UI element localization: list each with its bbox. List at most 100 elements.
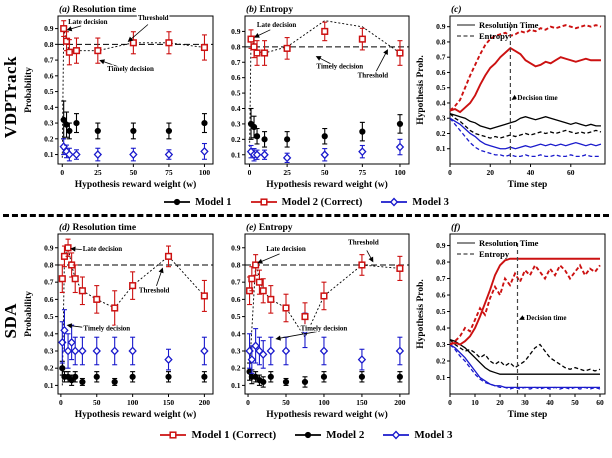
svg-text:150: 150 [163, 398, 175, 407]
square-marker-icon [94, 47, 102, 55]
row-label-text: VDPTrack [1, 55, 20, 139]
series-model-1-correct-resolution-time [449, 257, 600, 346]
circle-marker-icon [359, 128, 366, 135]
circle-marker-icon [59, 365, 66, 372]
diamond-marker-icon [164, 150, 174, 160]
diamond-marker-icon [92, 346, 101, 356]
square-marker-icon [160, 431, 187, 439]
square-marker-icon [396, 49, 404, 57]
diamond-marker-icon [319, 346, 329, 356]
svg-text:0.3: 0.3 [436, 114, 446, 123]
square-marker-icon [200, 292, 208, 300]
diamond-marker-icon [200, 346, 209, 356]
svg-text:Timely decision: Timely decision [107, 65, 154, 73]
square-marker-icon [64, 244, 72, 252]
svg-text:40: 40 [546, 398, 554, 407]
svg-text:0.3: 0.3 [231, 346, 241, 355]
square-marker-icon [396, 264, 404, 272]
square-marker-icon [247, 35, 255, 43]
chart-c-hypothesis-prob-timeseries: 0 20 40 60 0.1 0.2 0.3 0.4 0.5 0.6 0.7 0.8 0.9 Time s… [414, 2, 610, 192]
circle-marker-icon [111, 378, 118, 386]
svg-text:Decision time: Decision time [517, 94, 557, 102]
diamond-marker-icon [247, 355, 257, 365]
square-marker-icon [358, 261, 366, 269]
svg-text:150: 150 [356, 398, 368, 407]
square-marker-icon [301, 313, 309, 321]
svg-text:20: 20 [496, 398, 504, 407]
diamond-marker-icon [164, 355, 173, 365]
legend-item-model-1-correct: Model 1 (Correct) [159, 429, 276, 441]
svg-text:0.9: 0.9 [44, 24, 54, 33]
legend-row-bottom: Model 1 (Correct) Model 2 Model 3 [0, 422, 612, 448]
circle-marker-icon [165, 127, 173, 135]
svg-text:0.6: 0.6 [44, 71, 54, 80]
legend-label: Model 2 [326, 429, 365, 441]
svg-text:0.2: 0.2 [436, 129, 446, 138]
diamond-marker-icon [395, 142, 405, 152]
diamond-marker-icon [65, 150, 74, 160]
chart-f-svg: 0 10 20 30 40 50 60 0.1 0.2 0.3 0.4 0.5 0.6 0.7 0.8 0.9… [416, 222, 606, 420]
circle-marker-icon [261, 136, 268, 143]
circle-marker-icon [282, 378, 290, 386]
diamond-marker-icon [266, 346, 276, 356]
svg-text:60: 60 [596, 398, 604, 407]
diamond-marker-icon [71, 346, 80, 356]
square-marker-icon [111, 304, 119, 312]
series-model-2 [59, 360, 208, 386]
circle-marker-icon [301, 378, 309, 386]
svg-text:50: 50 [571, 398, 579, 407]
circle-marker-icon [396, 373, 403, 380]
sda-row: SDA 0 50 100 150 200 0.1 0.2 0.3 0.4 0.5 0.6 0.7 0.8… [0, 220, 612, 422]
circle-marker-icon [79, 378, 86, 386]
svg-text:100: 100 [318, 398, 330, 407]
svg-text:Time step: Time step [508, 410, 548, 420]
diamond-marker-icon [63, 346, 73, 356]
square-marker-icon [252, 261, 260, 269]
square-marker-icon [164, 252, 173, 260]
svg-text:Timely decision: Timely decision [83, 324, 130, 332]
svg-text:Threshold: Threshold [138, 14, 169, 22]
diamond-marker-icon [251, 341, 260, 351]
square-marker-icon [250, 43, 258, 51]
svg-text:0.1: 0.1 [44, 150, 54, 159]
svg-text:(f): (f) [451, 222, 461, 233]
svg-text:Hypothesis reward weight (w): Hypothesis reward weight (w) [75, 409, 196, 420]
svg-text:Probability: Probability [24, 291, 34, 337]
circle-marker-icon [66, 127, 73, 135]
svg-text:0.4: 0.4 [231, 329, 241, 338]
legend-label: Model 2 (Correct) [281, 196, 363, 208]
square-marker-icon [320, 292, 328, 300]
row-label-text: SDA [1, 303, 20, 339]
series-model-3-resolution-time [449, 117, 602, 150]
series-model-3 [59, 138, 209, 162]
circle-marker-icon [267, 373, 274, 380]
circle-marker-icon [396, 120, 404, 128]
svg-text:50: 50 [93, 398, 101, 407]
svg-text:0.9: 0.9 [436, 241, 446, 250]
plot-frame [57, 233, 214, 395]
circle-marker-icon [358, 373, 366, 380]
svg-text:0: 0 [448, 398, 452, 407]
square-marker-icon [129, 282, 137, 290]
circle-marker-icon [93, 373, 100, 380]
svg-text:0.7: 0.7 [44, 56, 54, 65]
svg-text:(b) Entropy: (b) Entropy [246, 4, 293, 15]
legend-row-top: Model 1 Model 2 (Correct) Model 3 [0, 192, 612, 212]
diamond-marker-icon [381, 197, 408, 207]
svg-text:0.2: 0.2 [44, 364, 54, 373]
svg-text:0.9: 0.9 [436, 22, 446, 31]
circle-marker-icon [305, 431, 312, 439]
axis-ticks: 0 10 20 30 40 50 60 0.1 0.2 0.3 0.4 0.5 0.6 0.7 0.8 0.9 [436, 241, 604, 407]
svg-text:0.8: 0.8 [44, 40, 54, 49]
circle-marker-icon [201, 373, 208, 380]
square-marker-icon [60, 25, 68, 33]
square-marker-icon [282, 304, 290, 312]
diamond-marker-icon [358, 147, 367, 157]
circle-marker-icon [164, 198, 191, 206]
svg-text:0: 0 [248, 168, 252, 177]
chart-b-entropy: 0 25 50 75 100 0.1 0.2 0.3 0.4 0.5 0.6 0.7 0.8 0.9 Hyp… [218, 2, 414, 192]
svg-text:Entropy: Entropy [479, 31, 510, 41]
diamond-marker-icon [129, 150, 138, 160]
svg-text:Late decision: Late decision [257, 21, 297, 29]
square-marker-icon [321, 27, 329, 35]
